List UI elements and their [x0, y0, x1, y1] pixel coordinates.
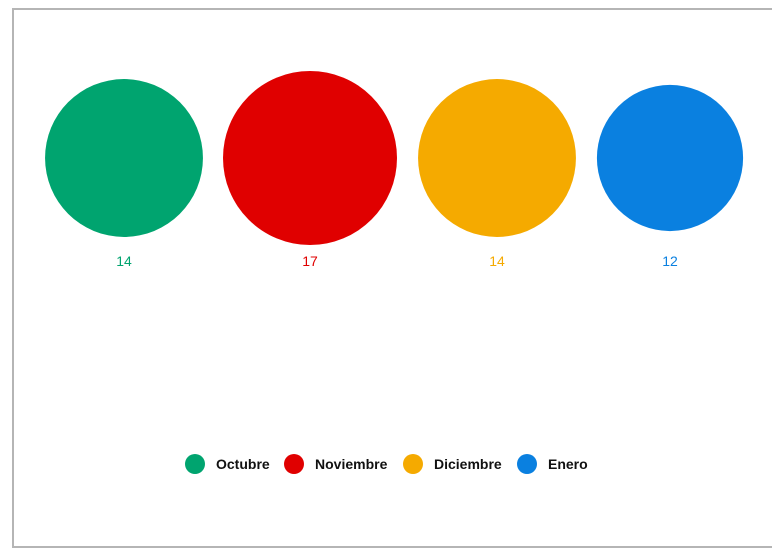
legend-item-octubre[interactable]: Octubre [185, 454, 270, 474]
legend-item-enero[interactable]: Enero [517, 454, 588, 474]
legend-marker-noviembre [284, 454, 304, 474]
legend-item-diciembre[interactable]: Diciembre [403, 454, 502, 474]
legend-marker-enero [517, 454, 537, 474]
value-labels: 14 17 14 12 [116, 253, 678, 269]
value-label-enero: 12 [662, 253, 678, 269]
value-label-noviembre: 17 [302, 253, 318, 269]
bubble-octubre [45, 79, 203, 237]
legend-marker-octubre [185, 454, 205, 474]
bubble-series [45, 71, 744, 245]
value-label-diciembre: 14 [489, 253, 505, 269]
legend: Octubre Noviembre Diciembre Enero [185, 454, 588, 474]
bubble-chart: 14 17 14 12 Octubre Noviembre Diciembre Enero [45, 71, 744, 474]
value-label-octubre: 14 [116, 253, 132, 269]
bubble-diciembre [418, 79, 576, 237]
legend-label-enero: Enero [548, 456, 588, 472]
legend-label-noviembre: Noviembre [315, 456, 388, 472]
bubble-noviembre [223, 71, 397, 245]
legend-item-noviembre[interactable]: Noviembre [284, 454, 388, 474]
bubble-enero [596, 84, 744, 232]
legend-label-octubre: Octubre [216, 456, 270, 472]
legend-marker-diciembre [403, 454, 423, 474]
legend-label-diciembre: Diciembre [434, 456, 502, 472]
